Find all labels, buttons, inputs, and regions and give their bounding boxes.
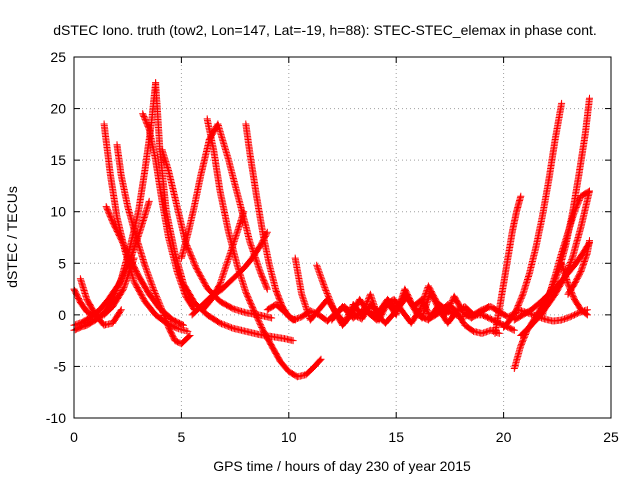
series-point-markers <box>139 110 198 314</box>
series-point-markers <box>199 208 248 314</box>
series-point-markers <box>491 192 525 337</box>
y-tick-label: 10 <box>50 204 66 220</box>
series-point-markers <box>564 237 593 298</box>
data-series <box>500 99 566 331</box>
data-series <box>538 187 593 319</box>
data-series <box>158 146 276 322</box>
series-point-markers <box>242 120 299 324</box>
data-series <box>199 208 248 314</box>
data-series <box>203 115 325 381</box>
series-point-markers <box>203 115 325 381</box>
data-series <box>491 192 525 337</box>
data-series <box>515 306 591 325</box>
series-point-markers <box>76 275 125 329</box>
data-series <box>328 292 518 334</box>
data-series <box>102 203 187 329</box>
x-tick-label: 0 <box>70 429 78 445</box>
series-point-markers <box>515 306 591 325</box>
plot-frame <box>73 56 612 419</box>
series-point-markers <box>538 187 593 319</box>
grid <box>74 57 611 418</box>
y-tick-label: 0 <box>58 307 66 323</box>
x-tick-label: 25 <box>603 429 619 445</box>
series-point-markers <box>102 203 187 329</box>
x-axis-ticks: 0 5 10 15 20 25 <box>70 57 619 445</box>
y-tick-label: 15 <box>50 152 66 168</box>
y-tick-label: -10 <box>46 410 66 426</box>
x-tick-label: 20 <box>496 429 512 445</box>
y-tick-label: 20 <box>50 101 66 117</box>
x-tick-label: 15 <box>388 429 404 445</box>
y-tick-label: -5 <box>54 358 67 374</box>
series-point-markers <box>158 146 276 322</box>
series-point-markers <box>500 99 566 331</box>
chart-title: dSTEC Iono. truth (tow2, Lon=147, Lat=-1… <box>53 22 597 38</box>
y-axis-label: dSTEC / TECUs <box>4 186 20 288</box>
data-series <box>242 120 299 324</box>
data-series <box>139 110 198 314</box>
data-points <box>70 79 593 381</box>
x-tick-label: 5 <box>178 429 186 445</box>
data-series <box>291 254 503 337</box>
data-series <box>564 237 593 298</box>
series-point-markers <box>328 292 518 334</box>
x-tick-label: 10 <box>281 429 297 445</box>
x-axis-label: GPS time / hours of day 230 of year 2015 <box>213 458 471 474</box>
y-tick-label: 5 <box>58 255 66 271</box>
y-axis-ticks: -10 -5 0 5 10 15 20 25 <box>46 49 611 426</box>
data-series <box>76 275 125 329</box>
series-point-markers <box>291 254 503 337</box>
y-tick-label: 25 <box>50 49 66 65</box>
